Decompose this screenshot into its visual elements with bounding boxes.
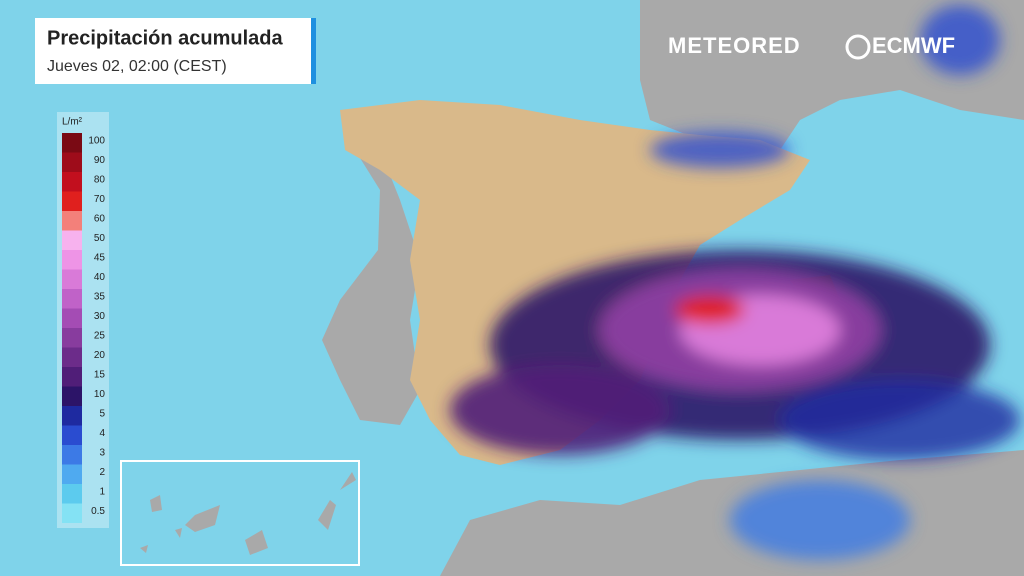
legend-swatch — [62, 503, 82, 523]
brand-logo: METEORED — [668, 33, 801, 58]
legend-swatch — [62, 386, 82, 406]
legend-swatch — [62, 484, 82, 504]
legend-label: 30 — [94, 311, 106, 322]
legend-swatch — [62, 464, 82, 484]
legend-unit: L/m² — [62, 117, 83, 128]
legend-swatch — [62, 347, 82, 367]
title-box — [35, 18, 315, 84]
legend-swatch — [62, 172, 82, 192]
inset-box — [120, 460, 360, 566]
legend-label: 80 — [94, 175, 106, 186]
legend-swatch — [62, 308, 82, 328]
legend-label: 45 — [94, 253, 106, 264]
legend-label: 10 — [94, 389, 106, 400]
inset-islands — [140, 472, 356, 555]
legend-label: 90 — [94, 155, 106, 166]
legend-label: 60 — [94, 214, 106, 225]
subtitle: Jueves 02, 02:00 (CEST) — [47, 58, 227, 75]
legend-label: 3 — [99, 448, 105, 459]
legend-label: 40 — [94, 272, 106, 283]
legend-label: 2 — [99, 467, 105, 478]
legend-swatch — [62, 367, 82, 387]
precipitation — [450, 5, 1020, 560]
title-accent — [311, 18, 316, 84]
legend-swatch — [62, 328, 82, 348]
legend-swatch — [62, 230, 82, 250]
legend-swatch — [62, 445, 82, 465]
legend-swatch — [62, 152, 82, 172]
legend-label: 4 — [99, 428, 105, 439]
legend: 100 90 80 70 60 50 45 40 35 30 25 20 15 10 5 4 3 2 1 0.5 — [62, 133, 105, 523]
legend-swatch — [62, 133, 82, 153]
land-portugal — [322, 150, 420, 425]
ecmwf-icon — [845, 34, 871, 60]
legend-label: 15 — [94, 370, 106, 381]
legend-swatch — [62, 211, 82, 231]
legend-label: 20 — [94, 350, 106, 361]
legend-swatch — [62, 250, 82, 270]
legend-label: 70 — [94, 194, 106, 205]
legend-label: 0.5 — [91, 506, 105, 517]
legend-label: 1 — [99, 487, 105, 498]
title: Precipitación acumulada — [47, 27, 284, 49]
legend-swatch — [62, 191, 82, 211]
legend-swatch — [62, 289, 82, 309]
legend-swatch — [62, 425, 82, 445]
legend-label: 100 — [88, 136, 105, 147]
model-logo: ECMWF — [872, 33, 955, 58]
legend-label: 5 — [99, 409, 105, 420]
legend-label: 35 — [94, 292, 106, 303]
legend-swatch — [62, 269, 82, 289]
legend-label: 50 — [94, 233, 106, 244]
legend-label: 25 — [94, 331, 106, 342]
legend-swatch — [62, 406, 82, 426]
